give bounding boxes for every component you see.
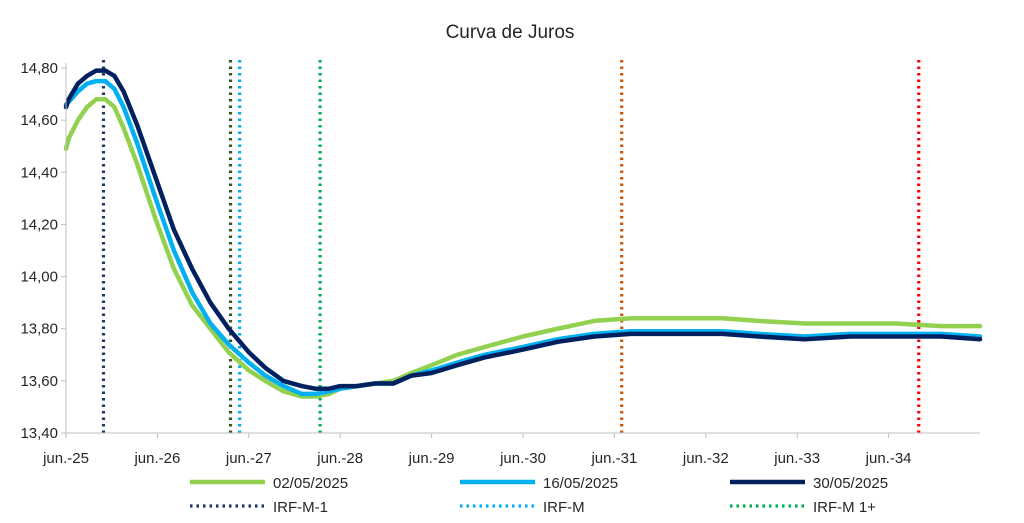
series-lines: [63, 68, 983, 399]
y-tick-label: 14,40: [20, 164, 58, 181]
x-tick-label: jun.-29: [408, 450, 455, 467]
x-tick-label: jun.-33: [773, 450, 820, 467]
legend-label-marker-3: IRF-M 1+: [813, 499, 876, 516]
legend-label-series-0: 02/05/2025: [273, 475, 348, 492]
x-tick-label: jun.-34: [865, 450, 912, 467]
y-tick-label: 14,80: [20, 60, 58, 77]
y-tick-label: 14,60: [20, 112, 58, 129]
series-line-2: [63, 68, 983, 391]
x-tick-label: jun.-32: [682, 450, 729, 467]
y-tick-label: 14,00: [20, 269, 58, 286]
vertical-markers: [101, 60, 921, 433]
x-tick-label: jun.-28: [316, 450, 363, 467]
legend: 02/05/2025 16/05/2025 30/05/2025 IRF-M-1 IRF…: [190, 475, 888, 516]
x-tick-label: jun.-30: [499, 450, 546, 467]
chart-title: Curva de Juros: [446, 22, 575, 43]
legend-label-marker-0: IRF-M-1: [273, 499, 328, 516]
legend-label-series-1: 16/05/2025: [543, 475, 618, 492]
legend-label-marker-2: IRF-M: [543, 499, 585, 516]
x-tick-label: jun.-25: [42, 450, 89, 467]
y-tick-label: 14,20: [20, 216, 58, 233]
axes: 13,40 13,60 13,80 14,00 14,20 14,40 14,60 14,80…: [20, 60, 980, 467]
x-tick-label: jun.-31: [590, 450, 637, 467]
y-tick-label: 13,40: [20, 425, 58, 442]
series-line-1: [63, 78, 983, 397]
series-line-0: [63, 97, 983, 399]
y-tick-label: 13,80: [20, 321, 58, 338]
x-tick-label: jun.-26: [133, 450, 180, 467]
y-tick-label: 13,60: [20, 373, 58, 390]
legend-label-series-2: 30/05/2025: [813, 475, 888, 492]
x-tick-label: jun.-27: [225, 450, 272, 467]
